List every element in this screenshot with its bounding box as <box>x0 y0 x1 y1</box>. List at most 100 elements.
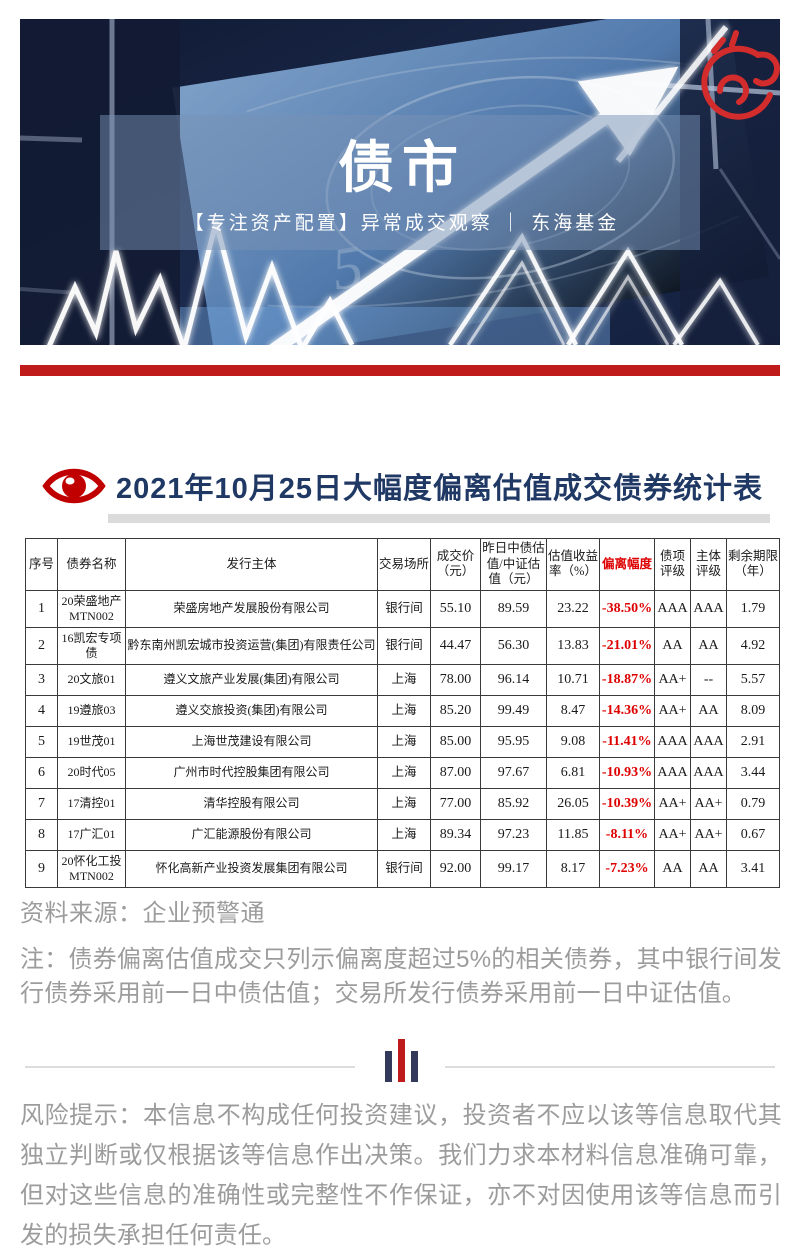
section-header: 2021年10月25日大幅度偏离估值成交债券统计表 <box>20 462 780 523</box>
divider-bar-red <box>398 1039 405 1082</box>
table-cell: 85.00 <box>430 725 481 758</box>
table-cell: 清华控股有限公司 <box>125 787 378 820</box>
table-cell: 99.17 <box>480 849 547 888</box>
table-cell: 96.14 <box>480 663 547 696</box>
hero-banner: 5 <box>20 19 780 345</box>
table-row: 4 19遵旅03 遵义交旅投资(集团)有限公司 上海 85.20 99.49 8.47 -14… <box>25 694 780 727</box>
table-cell: -11.41% <box>599 725 655 758</box>
table-cell: 上海 <box>377 818 431 851</box>
red-divider-bar <box>20 365 780 376</box>
bond-table: 序号 债券名称 发行主体 交易场所 成交价（元） 昨日中债估值/中证估值（元） 估值收益率（… <box>25 538 780 888</box>
table-cell: AA <box>654 849 691 888</box>
table-cell: 5 <box>25 725 58 758</box>
table-cell: 上海 <box>377 694 431 727</box>
hero-banner-art: 5 <box>20 19 780 345</box>
table-cell: 89.59 <box>480 589 547 628</box>
eye-icon <box>42 468 106 504</box>
table-cell: 20时代05 <box>57 756 126 789</box>
table-cell: -7.23% <box>599 849 655 888</box>
table-cell: AAA <box>690 725 727 758</box>
column-header: 交易场所 <box>377 538 431 591</box>
table-cell: 87.00 <box>430 756 481 789</box>
table-cell: -- <box>690 663 727 696</box>
table-cell: 上海 <box>377 756 431 789</box>
table-cell: 20文旅01 <box>57 663 126 696</box>
column-header: 序号 <box>25 538 58 591</box>
table-cell: AA+ <box>654 818 691 851</box>
column-header: 主体评级 <box>690 538 727 591</box>
table-cell: 0.67 <box>726 818 780 851</box>
table-cell: AA <box>690 694 727 727</box>
table-cell: 广州市时代控股集团有限公司 <box>125 756 378 789</box>
zigzag-mountains <box>448 232 760 345</box>
heartbeat-line-chart <box>47 221 355 345</box>
divider-bar-navy-right <box>411 1051 418 1082</box>
column-header: 成交价（元） <box>430 538 481 591</box>
table-cell: AA+ <box>690 818 727 851</box>
table-cell: AAA <box>690 589 727 628</box>
table-cell: 上海世茂建设有限公司 <box>125 725 378 758</box>
table-row: 1 20荣盛地产MTN002 荣盛房地产发展股份有限公司 银行间 55.10 89.59 2… <box>25 589 780 628</box>
table-cell: 97.67 <box>480 756 547 789</box>
table-cell: AAA <box>654 756 691 789</box>
table-cell: 92.00 <box>430 849 481 888</box>
table-row: 8 17广汇01 广汇能源股份有限公司 上海 89.34 97.23 11.85 -8.11%… <box>25 818 780 851</box>
table-cell: 上海 <box>377 787 431 820</box>
title-overlay-plate <box>100 115 700 250</box>
table-row: 5 19世茂01 上海世茂建设有限公司 上海 85.00 95.95 9.08 -11.41%… <box>25 725 780 758</box>
table-cell: 8.17 <box>546 849 600 888</box>
table-cell: -38.50% <box>599 589 655 628</box>
column-header: 偏离幅度 <box>599 538 655 591</box>
section-title: 2021年10月25日大幅度偏离估值成交债券统计表 <box>116 473 764 505</box>
table-cell: 8.47 <box>546 694 600 727</box>
table-cell: AA <box>654 626 691 665</box>
column-header: 估值收益率（%） <box>546 538 600 591</box>
bond-table-container: 序号 债券名称 发行主体 交易场所 成交价（元） 昨日中债估值/中证估值（元） 估值收益率（… <box>25 538 780 888</box>
table-row: 7 17清控01 清华控股有限公司 上海 77.00 85.92 26.05 -10.39% A… <box>25 787 780 820</box>
table-cell: 89.34 <box>430 818 481 851</box>
table-cell: 怀化高新产业投资发展集团有限公司 <box>125 849 378 888</box>
table-cell: 26.05 <box>546 787 600 820</box>
table-cell: 5.57 <box>726 663 780 696</box>
table-cell: 2.91 <box>726 725 780 758</box>
dragon-logo-icon <box>701 30 780 120</box>
table-cell: 4.92 <box>726 626 780 665</box>
table-cell: AA+ <box>654 787 691 820</box>
table-cell: 85.92 <box>480 787 547 820</box>
table-cell: 56.30 <box>480 626 547 665</box>
table-cell: 3.41 <box>726 849 780 888</box>
risk-disclaimer: 风险提示：本信息不构成任何投资建议，投资者不应以该等信息取代其独立判断或仅根据该… <box>20 1102 782 1249</box>
table-cell: 6.81 <box>546 756 600 789</box>
table-cell: 8.09 <box>726 694 780 727</box>
table-cell: -10.39% <box>599 787 655 820</box>
divider-bar-navy-left <box>385 1051 392 1082</box>
divider-line-left <box>25 1066 355 1068</box>
table-cell: 17广汇01 <box>57 818 126 851</box>
divider-line-right <box>445 1066 775 1068</box>
table-row: 3 20文旅01 遵义文旅产业发展(集团)有限公司 上海 78.00 96.14 10.71… <box>25 663 780 696</box>
table-cell: 55.10 <box>430 589 481 628</box>
table-cell: -8.11% <box>599 818 655 851</box>
table-cell: 银行间 <box>377 589 431 628</box>
table-cell: 97.23 <box>480 818 547 851</box>
column-header: 债券名称 <box>57 538 126 591</box>
table-header-row: 序号 债券名称 发行主体 交易场所 成交价（元） 昨日中债估值/中证估值（元） 估值收益率（… <box>25 538 780 591</box>
table-cell: 4 <box>25 694 58 727</box>
table-cell: AA <box>690 849 727 888</box>
table-cell: AA+ <box>654 694 691 727</box>
table-cell: 遵义交旅投资(集团)有限公司 <box>125 694 378 727</box>
column-header: 昨日中债估值/中证估值（元） <box>480 538 547 591</box>
table-cell: 16凯宏专项债 <box>57 626 126 665</box>
table-cell: 95.95 <box>480 725 547 758</box>
table-cell: -21.01% <box>599 626 655 665</box>
title-underline-bar <box>108 514 770 523</box>
hero-subtitle: 【专注资产配置】异常成交观察 ｜ 东海基金 <box>185 212 620 234</box>
section-divider-ornament <box>20 1035 780 1085</box>
table-cell: 7 <box>25 787 58 820</box>
table-row: 9 20怀化工投MTN002 怀化高新产业投资发展集团有限公司 银行间 92.00 99.… <box>25 849 780 888</box>
table-cell: 2 <box>25 626 58 665</box>
table-cell: 上海 <box>377 725 431 758</box>
table-cell: AAA <box>654 725 691 758</box>
table-cell: AAA <box>654 589 691 628</box>
table-cell: 13.83 <box>546 626 600 665</box>
